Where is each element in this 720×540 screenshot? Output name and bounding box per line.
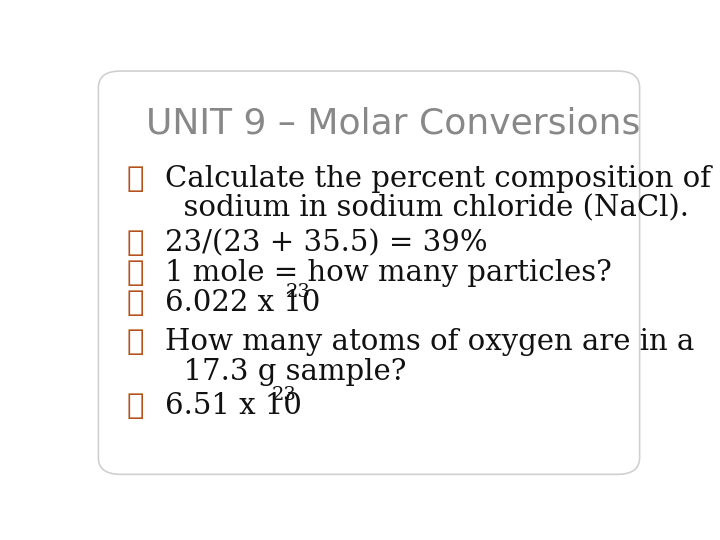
Text: ꛦ: ꛦ [126, 165, 144, 193]
Text: ꛦ: ꛦ [126, 392, 144, 420]
Text: 6.022 x 10: 6.022 x 10 [166, 289, 320, 317]
Text: UNIT 9 – Molar Conversions: UNIT 9 – Molar Conversions [145, 106, 640, 140]
Text: 6.51 x 10: 6.51 x 10 [166, 392, 302, 420]
Text: 23/(23 + 35.5) = 39%: 23/(23 + 35.5) = 39% [166, 229, 488, 257]
Text: ꛦ: ꛦ [126, 289, 144, 317]
Text: How many atoms of oxygen are in a: How many atoms of oxygen are in a [166, 328, 695, 356]
Text: ꛦ: ꛦ [126, 328, 144, 356]
Text: Calculate the percent composition of: Calculate the percent composition of [166, 165, 711, 193]
FancyBboxPatch shape [99, 71, 639, 474]
Text: 23: 23 [271, 386, 297, 404]
Text: 17.3 g sample?: 17.3 g sample? [166, 357, 407, 386]
Text: 1 mole = how many particles?: 1 mole = how many particles? [166, 259, 612, 287]
Text: sodium in sodium chloride (NaCl).: sodium in sodium chloride (NaCl). [166, 194, 689, 222]
Text: ꛦ: ꛦ [126, 259, 144, 287]
Text: 23: 23 [286, 282, 310, 301]
Text: ꛦ: ꛦ [126, 229, 144, 257]
